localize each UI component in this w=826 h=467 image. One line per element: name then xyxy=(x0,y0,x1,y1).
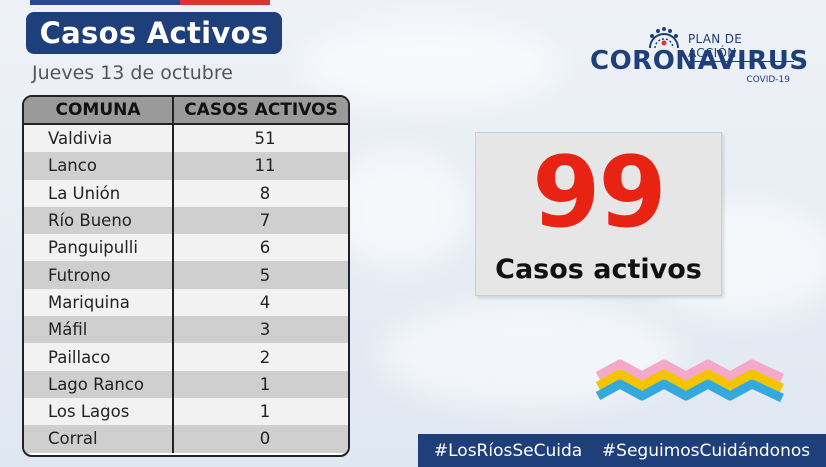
table-row: Corral 0 xyxy=(24,425,348,453)
page-title: Casos Activos xyxy=(26,12,282,54)
cell-comuna: Lanco xyxy=(24,152,174,180)
table-row: Panguipulli 6 xyxy=(24,234,348,262)
cell-casos: 3 xyxy=(259,320,271,340)
virus-icon xyxy=(649,27,679,49)
total-cases-card: 99 Casos activos xyxy=(475,132,722,296)
cell-comuna: Río Bueno xyxy=(24,206,174,235)
cell-casos: 2 xyxy=(259,347,271,367)
cell-comuna: Corral xyxy=(24,425,174,453)
cases-table: COMUNA CASOS ACTIVOS Valdivia 51 Lanco 11 La… xyxy=(22,95,350,457)
table-body: Valdivia 51 Lanco 11 La Unión 8 Río Bueno 7 Pang… xyxy=(24,125,348,453)
cell-comuna: Mariquina xyxy=(24,288,174,317)
cell-comuna: Paillaco xyxy=(24,343,174,371)
cell-comuna: Panguipulli xyxy=(24,234,174,262)
table-row: Lanco 11 xyxy=(24,152,348,180)
total-cases-label: Casos activos xyxy=(495,254,702,285)
cell-comuna: Los Lagos xyxy=(24,397,174,426)
cell-comuna: Valdivia xyxy=(24,125,174,153)
cell-casos: 0 xyxy=(259,429,271,449)
logo-sub: COVID-19 xyxy=(746,75,790,85)
header-comuna: COMUNA xyxy=(24,97,174,123)
table-row: La Unión 8 xyxy=(24,179,348,207)
total-cases-number: 99 xyxy=(532,136,666,250)
cell-casos: 4 xyxy=(259,292,271,312)
cell-casos: 1 xyxy=(259,402,271,422)
header-casos-activos: CASOS ACTIVOS xyxy=(184,100,338,120)
logo-name: CORONAVIRUS xyxy=(590,46,809,76)
table-row: Los Lagos 1 xyxy=(24,397,348,426)
table-row: Río Bueno 7 xyxy=(24,206,348,235)
logo-plan-text: PLAN DE ACCIÓN xyxy=(688,32,794,62)
table-row: Máfil 3 xyxy=(24,316,348,344)
coronavirus-logo: PLAN DE ACCIÓN CORONAVIRUS COVID-19 xyxy=(588,24,808,86)
table-row: Mariquina 4 xyxy=(24,288,348,317)
cell-casos: 7 xyxy=(259,211,271,231)
report-date: Jueves 13 de octubre xyxy=(32,62,233,84)
table-header: COMUNA CASOS ACTIVOS xyxy=(24,97,348,125)
top-accent-strip xyxy=(30,0,270,5)
hashtag-banner: #LosRíosSeCuida #SeguimosCuidándonos xyxy=(418,434,826,467)
cell-casos: 51 xyxy=(254,129,276,149)
table-row: Lago Ranco 1 xyxy=(24,370,348,398)
hashtag-los-rios: #LosRíosSeCuida xyxy=(433,440,583,461)
table-row: Valdivia 51 xyxy=(24,125,348,153)
table-row: Paillaco 2 xyxy=(24,343,348,371)
cell-comuna: Máfil xyxy=(24,316,174,344)
cell-comuna: Futrono xyxy=(24,261,174,289)
cell-casos: 6 xyxy=(259,238,271,258)
cell-casos: 1 xyxy=(259,374,271,394)
table-row: Futrono 5 xyxy=(24,261,348,289)
cell-casos: 11 xyxy=(254,156,276,176)
cell-comuna: La Unión xyxy=(24,179,174,207)
cell-casos: 8 xyxy=(259,183,271,203)
decorative-wave-icon xyxy=(595,359,784,403)
cell-casos: 5 xyxy=(259,265,271,285)
cell-comuna: Lago Ranco xyxy=(24,370,174,398)
hashtag-seguimos: #SeguimosCuidándonos xyxy=(601,440,811,461)
